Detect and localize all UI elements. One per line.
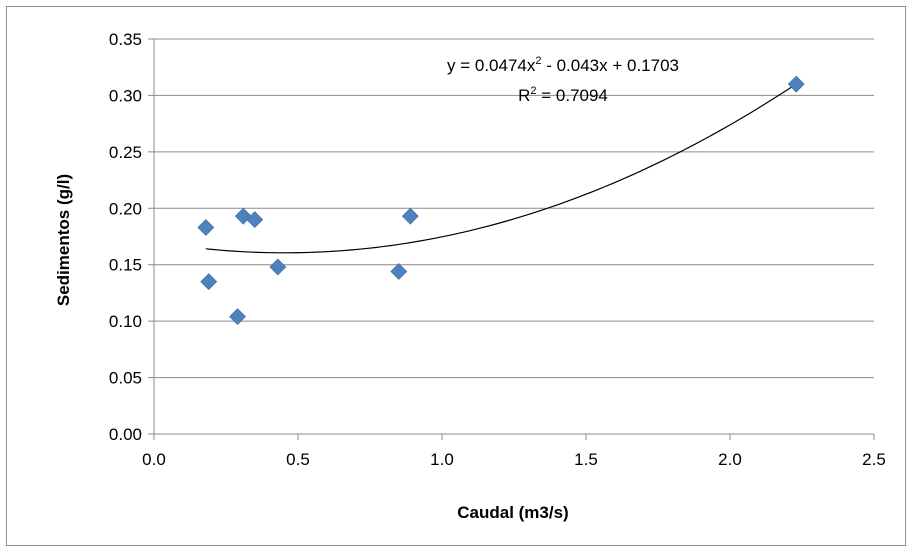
y-axis-title: Sedimentos (g/l) [54,174,73,306]
chart-plot: 0.00 0.05 0.10 0.15 0.20 0.25 0.30 0.35 0.0 0.5 1.… [54,30,886,522]
axes [148,38,875,440]
y-tick-label: 0.00 [109,425,142,444]
trendline [205,83,797,254]
y-tick-label: 0.20 [109,199,142,218]
r-squared-label: R2 = 0.7094 [518,85,608,105]
equation-rest: - 0.043x + 0.1703 [541,56,679,75]
data-point [200,273,218,291]
equation-main: y = 0.0474x [447,56,536,75]
equation-exponent: 2 [535,55,541,67]
data-point [401,207,419,225]
tick-labels: 0.00 0.05 0.10 0.15 0.20 0.25 0.30 0.35 0.0 0.5 1.… [109,30,886,469]
x-tick-label: 0.0 [142,450,166,469]
x-tick-label: 2.0 [718,450,742,469]
trendline-equation: y = 0.0474x2 - 0.043x + 0.1703 [447,55,679,75]
y-tick-label: 0.35 [109,30,142,49]
x-tick-label: 2.5 [862,450,886,469]
data-point [229,308,246,326]
x-tick-label: 1.5 [574,450,598,469]
x-axis-title: Caudal (m3/s) [457,503,568,522]
y-tick-label: 0.25 [109,143,142,162]
gridlines [154,38,874,379]
data-point [787,75,805,93]
data-points [197,75,805,326]
chart-area: 0.00 0.05 0.10 0.15 0.20 0.25 0.30 0.35 0.0 0.5 1.… [6,6,906,546]
trendline-group [205,83,797,254]
y-tick-label: 0.05 [109,369,142,388]
data-point [197,219,215,236]
x-tick-label: 1.0 [430,450,454,469]
data-point [390,263,408,280]
trendline-annotation: y = 0.0474x2 - 0.043x + 0.1703 R2 = 0.70… [447,55,679,105]
y-tick-label: 0.10 [109,312,142,331]
r2-value: = 0.7094 [537,86,608,105]
y-tick-label: 0.30 [109,86,142,105]
r2-exponent: 2 [530,85,536,97]
data-point [269,258,287,276]
y-tick-label: 0.15 [109,256,142,275]
r2-prefix: R [518,86,530,105]
x-tick-label: 0.5 [286,450,310,469]
data-point [246,211,264,228]
